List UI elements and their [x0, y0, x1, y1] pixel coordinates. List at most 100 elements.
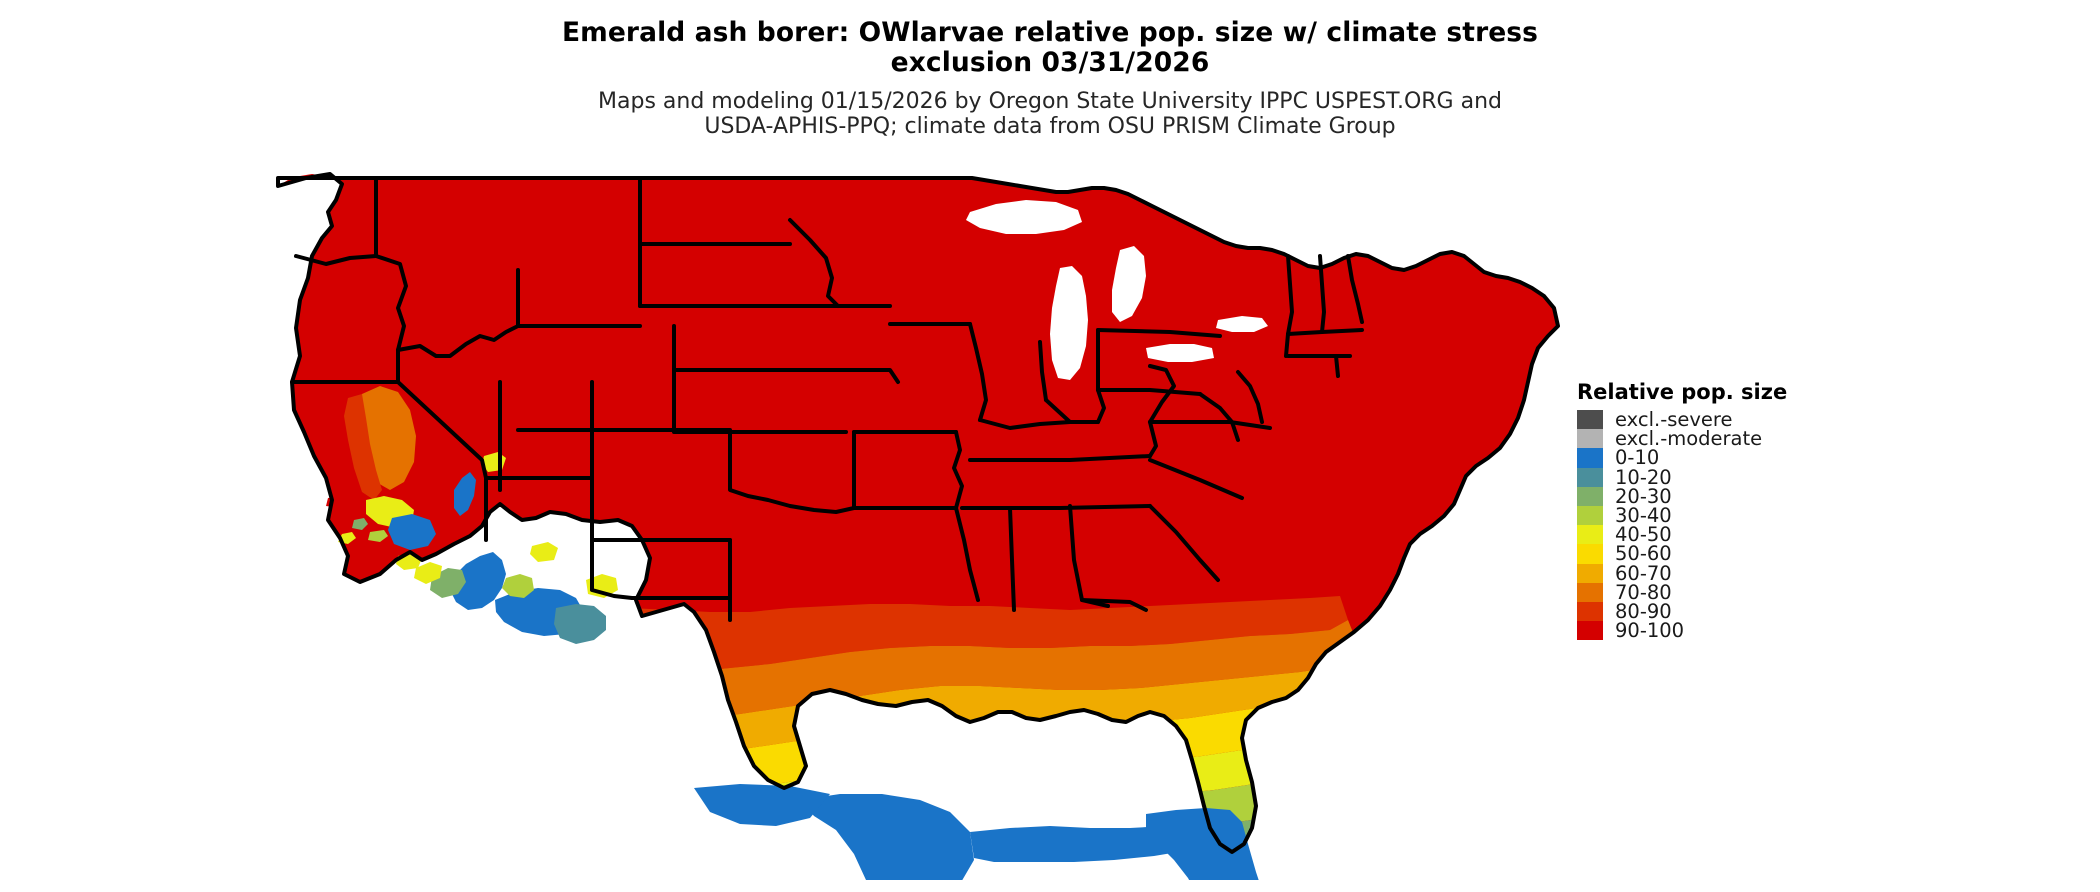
ga-fl-border	[1080, 598, 1148, 612]
page-subtitle: Maps and modeling 01/15/2026 by Oregon S…	[0, 89, 2100, 139]
legend-item: 40-50	[1577, 525, 1997, 544]
channel-island-2	[368, 530, 388, 542]
legend-title: Relative pop. size	[1577, 380, 1788, 404]
band-90-100	[278, 174, 1558, 852]
legend-item-label: 70-80	[1615, 580, 1672, 604]
ct-ri-border	[1334, 354, 1340, 378]
legend-item-label: 0-10	[1615, 446, 1660, 470]
lake-superior	[966, 200, 1082, 234]
ok-tx-border	[728, 430, 856, 514]
legend-item-label: 30-40	[1615, 503, 1672, 527]
title-line-1: Emerald ash borer: OWlarvae relative pop…	[561, 17, 1539, 48]
southwest-yellowgreen	[502, 574, 534, 598]
legend-item: 70-80	[1577, 580, 1997, 604]
channel-island-1	[352, 518, 368, 530]
md-de-border	[1198, 392, 1240, 442]
california-darkorange-band	[344, 394, 382, 500]
id-mt-border	[396, 324, 520, 358]
imperial-valley-blue	[450, 552, 506, 610]
ia-mo-border	[788, 368, 900, 384]
legend: Relative pop. size excl.-severe excl.-mod…	[1577, 380, 1997, 640]
legend-color-swatch	[1577, 601, 1603, 622]
lake-erie	[1146, 344, 1214, 362]
lake-huron	[1112, 246, 1146, 322]
conus-choropleth-svg[interactable]	[270, 160, 1560, 880]
page-title: Emerald ash borer: OWlarvae relative pop…	[0, 18, 2100, 78]
band-40-50	[492, 710, 1394, 826]
ny-ma-border	[1284, 332, 1290, 358]
oh-ky-border	[1044, 398, 1100, 424]
ar-east	[952, 430, 964, 510]
pa-ny-border	[1096, 328, 1222, 338]
southwest-yellow-rim-1	[414, 562, 442, 584]
legend-color-swatch	[1577, 582, 1603, 602]
legend-color-swatch	[1577, 486, 1603, 506]
vt-nh-border	[1318, 254, 1326, 334]
pa-border-south	[1096, 388, 1202, 396]
nh-me-border	[1346, 254, 1364, 324]
legend-color-swatch	[1577, 544, 1603, 564]
il-ky-border	[978, 418, 1072, 430]
al-ga-border	[1068, 504, 1110, 608]
oh-wv-border	[1096, 388, 1106, 424]
in-oh-border	[1038, 340, 1048, 402]
legend-color-swatch	[1577, 621, 1603, 641]
legend-item: 30-40	[1577, 506, 1997, 525]
wv-va-border	[1148, 364, 1176, 424]
legend-color-swatch	[1577, 563, 1603, 583]
legend-item-label: excl.-severe	[1615, 408, 1733, 431]
texas-low-wedge-2	[694, 784, 830, 826]
legend-item: 0-10	[1577, 446, 1997, 470]
title-line-2: exclusion 03/31/2026	[890, 47, 1210, 78]
ny-nj-border	[1236, 370, 1264, 424]
legend-rows: excl.-severe excl.-moderate 0-10 10-20 20-30…	[1577, 410, 1997, 640]
sc-nc-border	[1148, 458, 1244, 500]
state-boundaries	[276, 172, 1560, 854]
or-wa-border	[294, 254, 378, 266]
legend-item-label: 80-90	[1615, 599, 1672, 623]
southwest-low-region	[326, 386, 618, 644]
mn-wi-border	[788, 218, 840, 308]
legend-item: 90-100	[1577, 621, 1997, 640]
mojave-blue-finger	[454, 472, 476, 516]
legend-item-label: 60-70	[1615, 561, 1672, 585]
legend-item: 60-70	[1577, 561, 1997, 585]
legend-color-swatch	[1577, 467, 1603, 487]
ca-nv-border	[396, 380, 488, 480]
ma-border-north	[1286, 328, 1364, 336]
legend-item: 20-30	[1577, 484, 1997, 508]
ms-al-border	[1008, 506, 1016, 612]
great-lakes	[966, 200, 1268, 380]
gulf-coast-strip	[970, 824, 1190, 862]
legend-item-label: 10-20	[1615, 465, 1672, 489]
tn-border-south	[960, 504, 1152, 510]
southwest-teal	[554, 604, 606, 644]
texas-low-wedge	[800, 794, 974, 880]
ny-vt-border	[1286, 254, 1294, 336]
lake-ontario	[1216, 316, 1268, 332]
az-nm-border	[590, 476, 634, 600]
legend-color-swatch	[1577, 429, 1603, 449]
legend-item-label: 90-100	[1615, 619, 1685, 643]
lake-michigan	[1050, 266, 1088, 380]
legend-item-label: 50-60	[1615, 542, 1672, 566]
map-canvas[interactable]	[270, 160, 1560, 880]
legend-color-swatch	[1577, 505, 1603, 526]
southwest-yellow-rim-5	[530, 542, 558, 562]
legend-item-label: 40-50	[1615, 523, 1672, 547]
ga-sc-border	[1148, 504, 1220, 582]
il-in-border	[968, 322, 988, 422]
subtitle-line-2: USDA-APHIS-PPQ; climate data from OSU PR…	[704, 114, 1396, 139]
raster-layer	[278, 174, 1558, 852]
legend-color-swatch	[1577, 410, 1603, 430]
legend-item-label: 20-30	[1615, 484, 1672, 508]
legend-item-label: excl.-moderate	[1615, 427, 1763, 451]
legend-item: 50-60	[1577, 542, 1997, 566]
legend-item: 80-90	[1577, 602, 1997, 621]
socal-basin-blue	[388, 514, 436, 550]
subtitle-line-1: Maps and modeling 01/15/2026 by Oregon S…	[598, 89, 1502, 114]
legend-item: 10-20	[1577, 465, 1997, 489]
tn-nc-border	[1148, 420, 1158, 458]
legend-item: excl.-moderate	[1577, 427, 1997, 451]
